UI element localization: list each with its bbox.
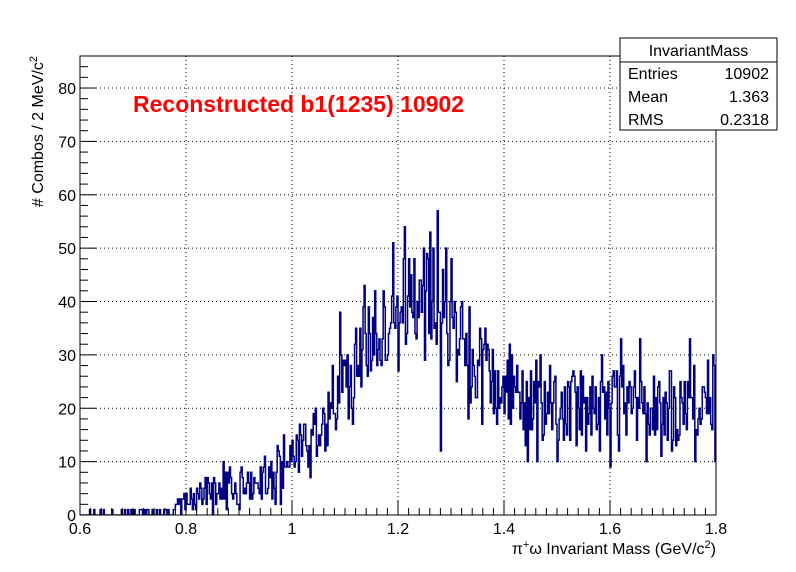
x-tick-label: 1.2 — [387, 521, 409, 538]
y-tick-label: 80 — [58, 81, 76, 98]
y-tick-labels: 0 10 20 30 40 50 60 70 80 — [58, 81, 76, 525]
y-tick-label: 20 — [58, 401, 76, 418]
y-tick-label: 60 — [58, 188, 76, 205]
stats-rms-label: RMS — [628, 112, 664, 129]
y-tick-label: 10 — [58, 455, 76, 472]
x-axis-title: π+ω Invariant Mass (GeV/c2) — [512, 539, 716, 558]
stats-rms-value: 0.2318 — [720, 112, 769, 129]
x-tick-label: 1.4 — [493, 521, 515, 538]
y-axis-title: # Combos / 2 MeV/c2 — [28, 56, 47, 207]
stats-mean-value: 1.363 — [729, 89, 769, 106]
stats-entries-label: Entries — [628, 66, 678, 83]
y-tick-label: 50 — [58, 241, 76, 258]
chart-title: Reconstructed b1(1235) 10902 — [133, 91, 464, 117]
stats-box: InvariantMass Entries 10902 Mean 1.363 R… — [619, 37, 778, 131]
y-tick-label: 0 — [67, 508, 76, 525]
y-tick-label: 70 — [58, 134, 76, 151]
x-tick-label: 0.8 — [175, 521, 197, 538]
grid-lines — [80, 56, 716, 515]
x-tick-label: 0.6 — [69, 521, 91, 538]
stats-box-frame — [619, 37, 778, 131]
x-tick-label: 1.6 — [599, 521, 621, 538]
y-tick-label: 40 — [58, 295, 76, 312]
y-tick-label: 30 — [58, 348, 76, 365]
x-tick-label: 1.8 — [705, 521, 727, 538]
stats-box-title: InvariantMass — [649, 43, 749, 60]
axis-ticks — [79, 55, 717, 516]
x-tick-labels: 0.6 0.8 1 1.2 1.4 1.6 1.8 — [69, 521, 727, 538]
stats-entries-value: 10902 — [725, 66, 770, 83]
x-tick-label: 1 — [288, 521, 297, 538]
histogram-series-line — [80, 210, 716, 515]
stats-mean-label: Mean — [628, 89, 668, 106]
